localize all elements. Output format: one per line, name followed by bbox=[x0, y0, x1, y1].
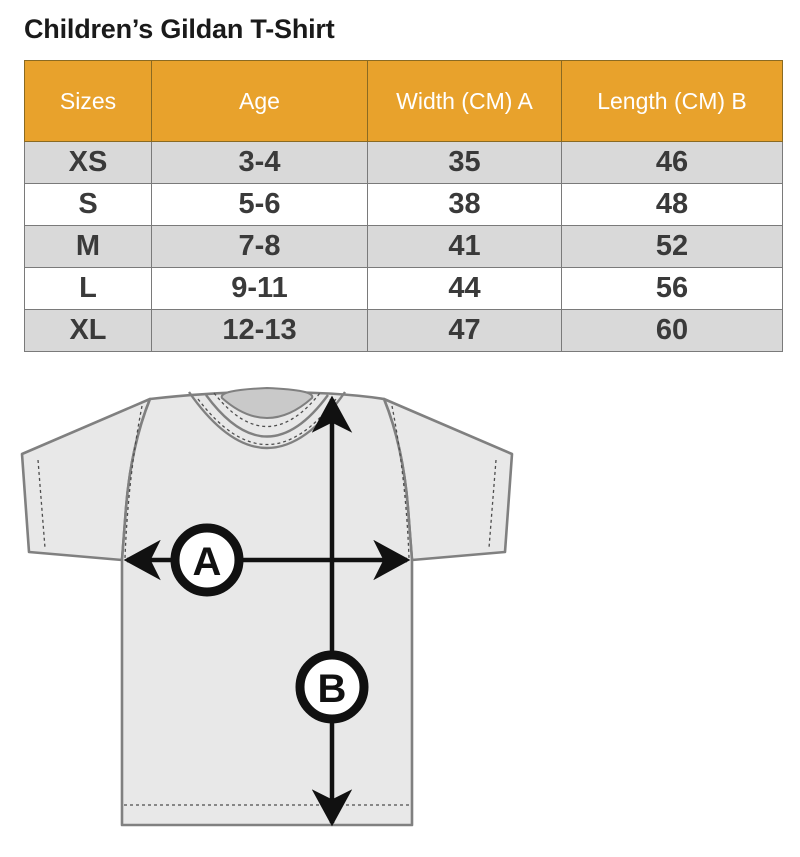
table-header-row: Sizes Age Width (CM) A Length (CM) B bbox=[24, 60, 783, 142]
column-header-width: Width (CM) A bbox=[367, 60, 562, 142]
table-row: XL 12-13 47 60 bbox=[24, 309, 783, 352]
length-marker-circle-b bbox=[295, 650, 369, 724]
right-armhole-stitch bbox=[391, 405, 410, 559]
cell-length: 56 bbox=[561, 267, 783, 310]
cell-age: 12-13 bbox=[151, 309, 368, 352]
cell-age: 5-6 bbox=[151, 183, 368, 226]
page-title: Children’s Gildan T-Shirt bbox=[24, 14, 335, 44]
cell-size: XL bbox=[24, 309, 152, 352]
table-row: L 9-11 44 56 bbox=[24, 267, 783, 310]
cell-width: 47 bbox=[367, 309, 562, 352]
table-row: XS 3-4 35 46 bbox=[24, 141, 783, 184]
cell-width: 38 bbox=[367, 183, 562, 226]
cell-size: L bbox=[24, 267, 152, 310]
table-row: M 7-8 41 52 bbox=[24, 225, 783, 268]
tshirt-diagram: A B bbox=[20, 387, 514, 827]
column-header-sizes: Sizes bbox=[24, 60, 152, 142]
tshirt-body-shape bbox=[120, 390, 414, 827]
width-marker-label-a: A bbox=[193, 540, 222, 584]
collar-inner-fill bbox=[220, 387, 314, 419]
cell-size: S bbox=[24, 183, 152, 226]
width-marker-circle-a bbox=[170, 523, 244, 597]
cell-size: XS bbox=[24, 141, 152, 184]
left-sleeve-hem-stitch bbox=[37, 459, 46, 549]
cell-width: 44 bbox=[367, 267, 562, 310]
cell-length: 46 bbox=[561, 141, 783, 184]
cell-length: 48 bbox=[561, 183, 783, 226]
table-row: S 5-6 38 48 bbox=[24, 183, 783, 226]
cell-width: 35 bbox=[367, 141, 562, 184]
cell-size: M bbox=[24, 225, 152, 268]
cell-width: 41 bbox=[367, 225, 562, 268]
collar-band-stitch-inner bbox=[213, 392, 321, 427]
length-marker-label-b: B bbox=[318, 667, 347, 711]
cell-length: 52 bbox=[561, 225, 783, 268]
cell-age: 7-8 bbox=[151, 225, 368, 268]
column-header-length: Length (CM) B bbox=[561, 60, 783, 142]
cell-age: 3-4 bbox=[151, 141, 368, 184]
column-header-age: Age bbox=[151, 60, 368, 142]
cell-age: 9-11 bbox=[151, 267, 368, 310]
cell-length: 60 bbox=[561, 309, 783, 352]
right-sleeve-hem-stitch bbox=[488, 459, 497, 549]
size-chart-table: Sizes Age Width (CM) A Length (CM) B XS … bbox=[24, 60, 783, 352]
left-armhole-stitch bbox=[124, 405, 143, 559]
